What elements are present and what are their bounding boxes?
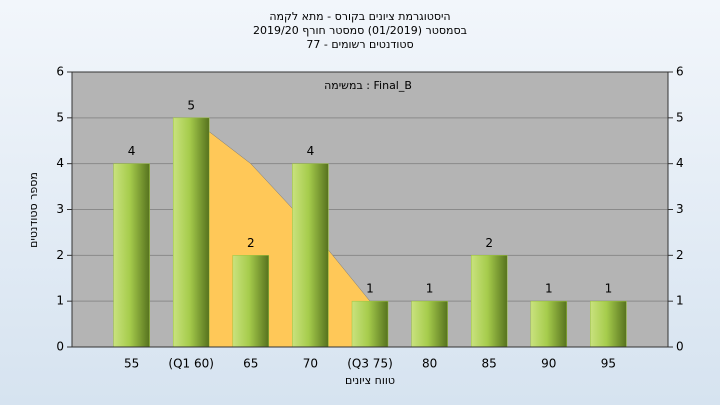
y2-tick-label: 1	[676, 294, 684, 308]
y2-tick-label: 3	[676, 202, 684, 216]
y-axis-label: מספר סטודנטים	[27, 172, 40, 248]
y2-tick-label: 5	[676, 110, 684, 124]
x-tick-label: 65	[243, 357, 258, 371]
data-label: 1	[366, 282, 374, 296]
data-label: 5	[187, 98, 195, 112]
bar	[590, 300, 627, 348]
data-label: 1	[545, 282, 553, 296]
bar	[470, 255, 508, 348]
plot-border	[71, 71, 669, 348]
y2-tick-label: 4	[676, 156, 684, 170]
x-axis-label: טווח ציונים	[345, 374, 395, 387]
bar	[351, 300, 389, 348]
bar	[172, 117, 210, 348]
data-label: 2	[485, 236, 493, 250]
data-label: 4	[128, 144, 136, 158]
title-line: סטודנטים רשומים - 77	[306, 38, 413, 51]
data-label: 2	[247, 236, 255, 250]
bar	[232, 255, 270, 348]
x-tick-label: (Q3 75)	[347, 357, 393, 371]
x-tick-label: 90	[541, 357, 556, 371]
title-line: היסטוגרמת ציונים בקורס - מתא לקמה	[269, 10, 450, 23]
x-tick-label: 85	[482, 357, 497, 371]
y-tick-label: 1	[56, 294, 64, 308]
data-label: 1	[426, 282, 434, 296]
bar	[530, 300, 568, 348]
y2-tick-label: 0	[676, 340, 684, 354]
x-tick-label: 70	[303, 357, 318, 371]
y2-tick-label: 2	[676, 248, 684, 262]
y-tick-label: 0	[56, 340, 64, 354]
bar	[411, 300, 448, 348]
x-tick-label: 80	[422, 357, 437, 371]
x-tick-label: 55	[124, 357, 139, 371]
title-line: בסמסטר (01/2019) סמסטר חורף 2019/20	[253, 24, 467, 37]
data-label: 4	[307, 144, 315, 158]
annotation: במשימה : Final_B	[324, 79, 412, 92]
y2-tick-label: 6	[676, 65, 684, 79]
y-tick-label: 3	[56, 202, 64, 216]
bar	[113, 163, 150, 348]
x-tick-label: 95	[601, 357, 616, 371]
y-tick-label: 4	[56, 156, 64, 170]
y-tick-label: 2	[56, 248, 64, 262]
bar	[292, 163, 329, 348]
x-tick-label: (Q1 60)	[168, 357, 214, 371]
y-tick-label: 6	[56, 65, 64, 79]
y-tick-label: 5	[56, 110, 64, 124]
data-label: 1	[605, 282, 613, 296]
